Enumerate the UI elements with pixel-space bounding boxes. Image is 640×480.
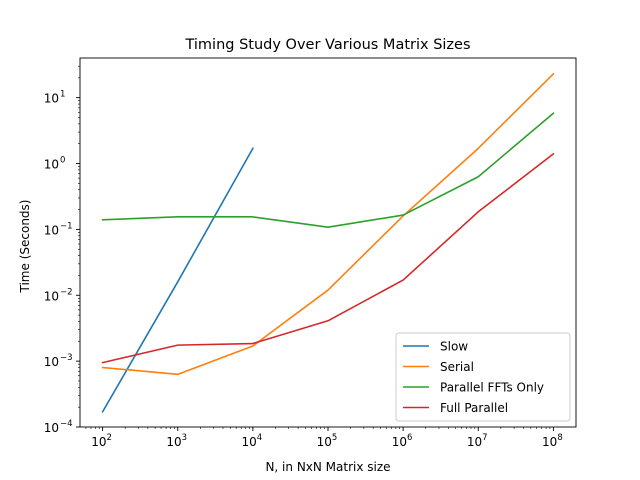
- series-line-1: [101, 72, 555, 376]
- y-tick-exponent-1: −3: [60, 353, 73, 363]
- legend-label-0: Slow: [440, 340, 468, 354]
- legend: Slow Serial Parallel FFTs Only Full Paralle…: [395, 332, 571, 422]
- y-tick-label-0: 10: [44, 421, 59, 435]
- y-tick-exponent-0: −4: [60, 419, 73, 429]
- x-tick-label-4: 106: [392, 433, 413, 449]
- series-line-3: [101, 152, 555, 364]
- y-tick-label-2: 10: [44, 289, 59, 303]
- legend-label-1: Serial: [440, 360, 474, 374]
- y-tick-exponent-4: 0: [60, 156, 65, 166]
- legend-label-3: Full Parallel: [440, 401, 508, 415]
- x-tick-label-5: 107: [467, 433, 488, 449]
- x-axis-label: N, in NxN Matrix size: [265, 460, 390, 474]
- y-tick-label-1: 10: [44, 355, 59, 369]
- x-tick-label-1: 103: [166, 433, 187, 449]
- x-tick-label-0: 102: [91, 433, 112, 449]
- series-line-2: [101, 112, 555, 228]
- y-tick-exponent-3: −1: [60, 221, 73, 231]
- y-tick-label-4: 10: [44, 158, 59, 172]
- legend-box: [395, 332, 571, 422]
- x-tick-label-3: 105: [317, 433, 338, 449]
- y-tick-label-3: 10: [44, 223, 59, 237]
- x-tick-label-6: 108: [542, 433, 563, 449]
- y-axis-label: Time (Seconds): [18, 200, 32, 294]
- y-tick-label-5: 10: [44, 92, 59, 106]
- chart-title: Timing Study Over Various Matrix Sizes: [184, 37, 470, 53]
- x-tick-label-2: 104: [242, 433, 263, 449]
- series-line-0: [101, 147, 254, 413]
- series-layer: [101, 72, 555, 413]
- legend-label-2: Parallel FFTs Only: [440, 381, 544, 395]
- y-tick-exponent-2: −2: [60, 287, 73, 297]
- y-tick-exponent-5: 1: [60, 90, 65, 100]
